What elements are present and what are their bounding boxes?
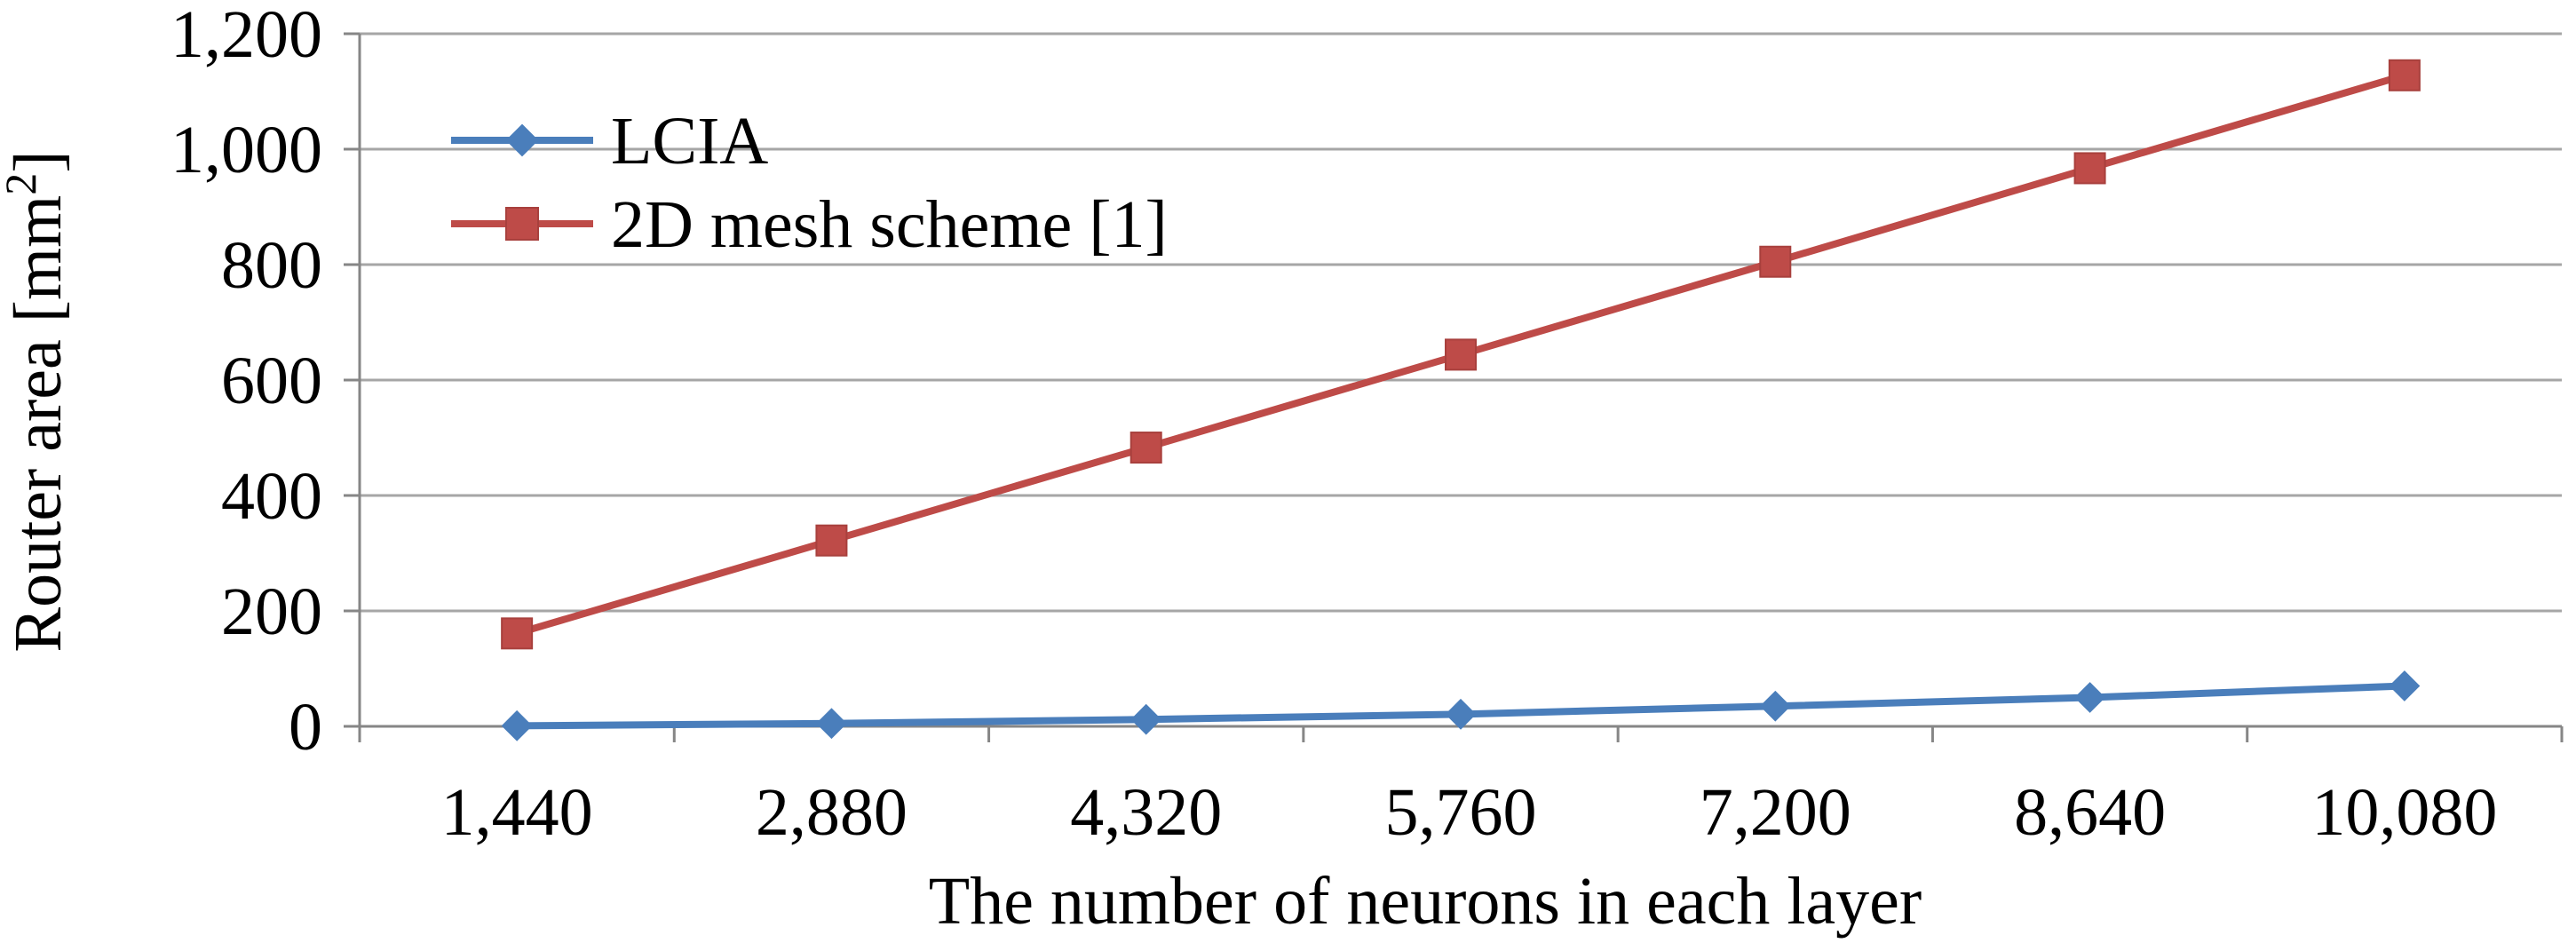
series-2d-mesh-scheme-1 — [501, 59, 2421, 650]
data-point — [2074, 682, 2105, 713]
legend-label: 2D mesh scheme [1] — [611, 187, 1168, 262]
gridlines — [360, 32, 2562, 613]
data-point — [816, 708, 847, 740]
data-point — [2388, 59, 2421, 91]
x-tick-label: 7,200 — [1700, 775, 1851, 850]
y-tick-label: 1,200 — [170, 0, 322, 72]
data-point — [1130, 703, 1162, 735]
x-tick-label: 5,760 — [1385, 775, 1537, 850]
data-point — [2073, 152, 2106, 185]
data-point — [501, 617, 534, 650]
x-tick-labels: 1,440 2,880 4,320 5,760 7,200 8,640 10,080 — [441, 775, 2498, 850]
series-group — [501, 59, 2421, 741]
data-point — [501, 709, 533, 741]
data-point — [1759, 245, 1792, 278]
y-axis-title: Router area [mm2] — [0, 150, 75, 652]
legend: LCIA 2D mesh scheme [1] — [451, 104, 1168, 262]
series-lcia — [501, 670, 2421, 741]
x-tick-label: 8,640 — [2014, 775, 2166, 850]
legend-label: LCIA — [611, 104, 768, 178]
data-point — [1129, 432, 1162, 464]
y-tick-label: 0 — [289, 690, 322, 765]
y-tick-label: 200 — [221, 575, 322, 649]
legend-entry: LCIA — [451, 104, 768, 178]
legend-swatch-marker — [505, 123, 539, 157]
x-axis-title: The number of neurons in each layer — [929, 864, 1922, 939]
y-tick-label: 800 — [221, 228, 322, 303]
data-point — [2389, 670, 2421, 701]
data-point — [1445, 338, 1477, 371]
x-tick-label: 1,440 — [441, 775, 593, 850]
y-tick-label: 400 — [221, 459, 322, 534]
data-point — [1445, 698, 1477, 730]
x-tick-label: 10,080 — [2311, 775, 2497, 850]
data-point — [1759, 690, 1791, 722]
legend-swatch-marker — [505, 207, 539, 241]
y-tick-label: 600 — [221, 344, 322, 418]
y-axis-title-superscript: 2 — [0, 173, 45, 195]
x-tick-label: 2,880 — [756, 775, 908, 850]
x-tick-label: 4,320 — [1070, 775, 1222, 850]
y-tick-labels: 0 200 400 600 800 1,000 1,200 — [170, 0, 322, 765]
y-axis-title-main: Router area [mm — [1, 195, 75, 653]
y-axis-title-end: ] — [1, 150, 75, 172]
data-point — [815, 524, 848, 557]
legend-entry: 2D mesh scheme [1] — [451, 187, 1168, 262]
y-tick-label: 1,000 — [170, 113, 322, 187]
